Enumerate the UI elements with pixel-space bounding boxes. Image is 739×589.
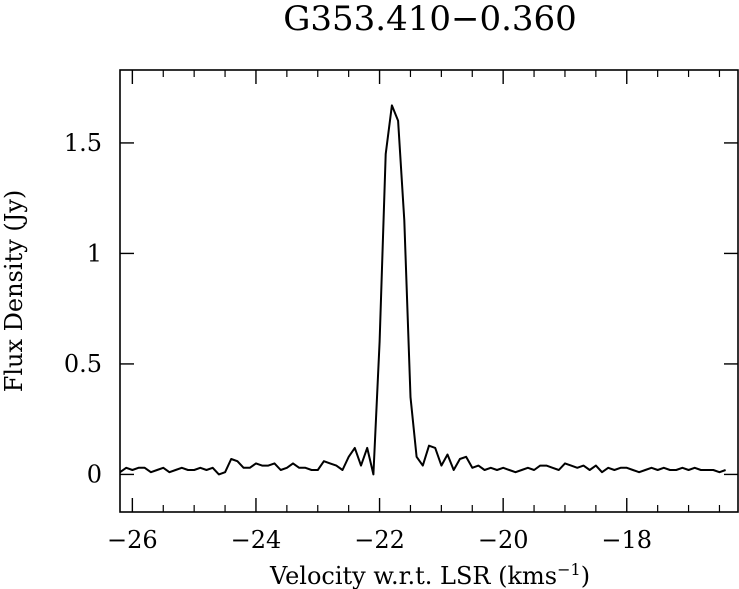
x-tick-label: −26 — [107, 526, 158, 554]
series-line — [119, 104, 726, 476]
axis-ticks — [120, 70, 738, 512]
chart-title: G353.410−0.360 — [283, 0, 577, 39]
y-tick-labels: 0 0.5 1 1.5 — [64, 129, 102, 489]
y-tick-label: 1.5 — [64, 129, 102, 157]
y-tick-label: 0.5 — [64, 350, 102, 378]
y-tick-label: 0 — [87, 460, 102, 488]
x-tick-label: −24 — [231, 526, 282, 554]
x-tick-label: −20 — [478, 526, 529, 554]
y-tick-label: 1 — [87, 239, 102, 267]
plot-frame — [119, 69, 739, 513]
x-axis-label: Velocity w.r.t. LSR (kms−1) — [269, 560, 590, 589]
x-tick-label: −22 — [354, 526, 405, 554]
y-axis-label: Flux Density (Jy) — [0, 190, 28, 393]
x-tick-label: −18 — [601, 526, 652, 554]
x-tick-labels: −26 −24 −22 −20 −18 — [107, 526, 652, 554]
